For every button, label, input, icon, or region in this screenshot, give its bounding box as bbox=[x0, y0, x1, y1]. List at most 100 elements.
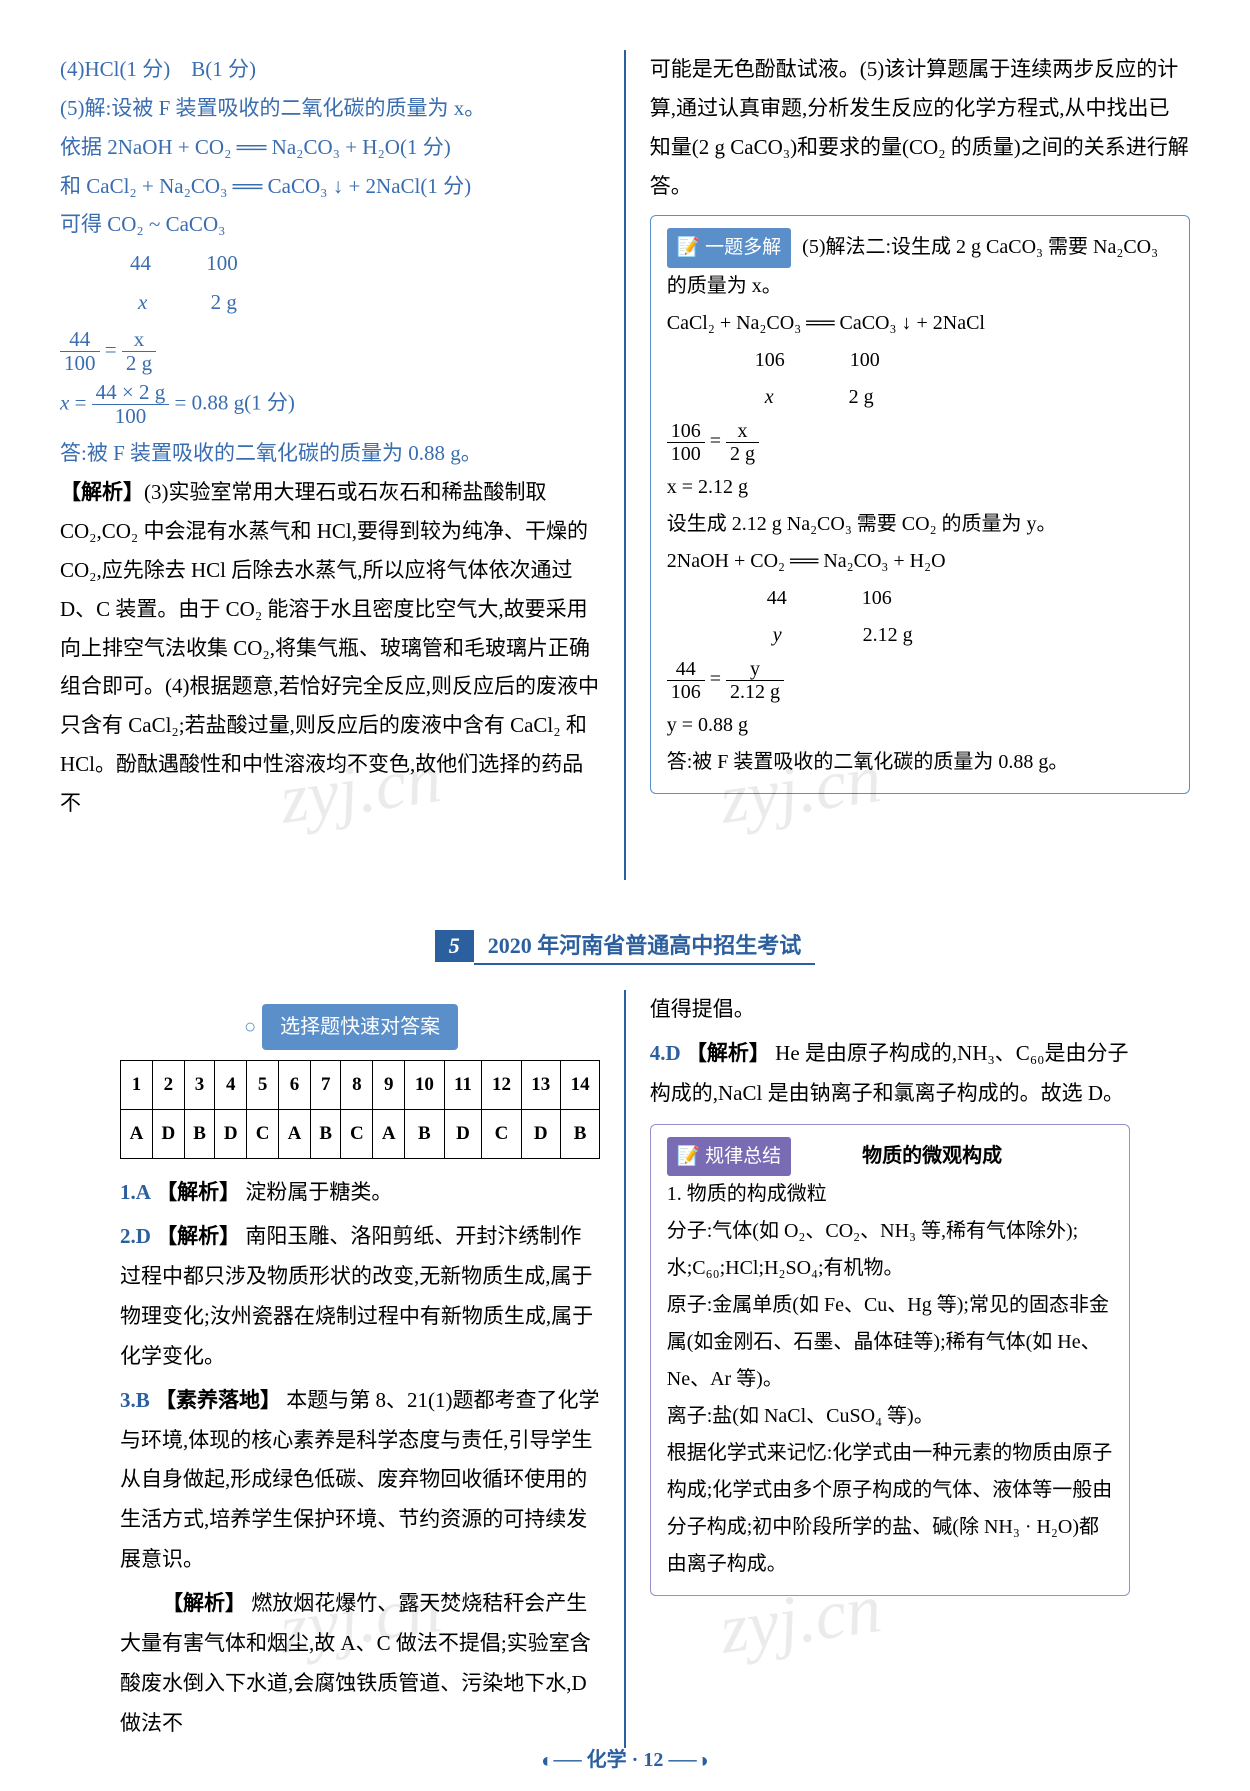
frac-num: y bbox=[726, 658, 784, 681]
table-cell-ans: B bbox=[560, 1110, 599, 1159]
table-cell-num: 12 bbox=[482, 1061, 521, 1110]
ratio-val: 2 g bbox=[211, 290, 237, 314]
lower-left-column: 选择题快速对答案 1234567891011121314 ADBDCABCABD… bbox=[120, 990, 600, 1748]
final-answer: 答:被 F 装置吸收的二氧化碳的质量为 0.88 g。 bbox=[60, 434, 600, 473]
section-number: 5 bbox=[435, 930, 474, 962]
box-line-1: 1. 物质的构成微粒 bbox=[667, 1176, 1113, 1213]
footer-deco-left: ◐── bbox=[541, 1750, 581, 1773]
ratio-val: x bbox=[765, 386, 774, 408]
ratio-val: 100 bbox=[206, 251, 238, 275]
analysis-label: 【解析】 bbox=[60, 480, 144, 504]
table-cell-ans: C bbox=[482, 1110, 521, 1159]
answer-line-4: (4)HCl(1 分) B(1 分) bbox=[60, 50, 600, 89]
table-cell-num: 11 bbox=[444, 1061, 482, 1110]
box-ratio-2: x 2 g bbox=[667, 379, 1173, 416]
table-cell-num: 7 bbox=[310, 1061, 340, 1110]
footer-text: 化学 · 12 bbox=[587, 1749, 664, 1771]
vertical-divider bbox=[624, 50, 626, 880]
section-banner: 52020 年河南省普通高中招生考试 bbox=[60, 925, 1190, 965]
ratio-val: 100 bbox=[850, 349, 880, 371]
table-cell-num: 5 bbox=[247, 1061, 279, 1110]
frac-den: 106 bbox=[667, 681, 705, 703]
frac-num: 44 × 2 g bbox=[92, 381, 170, 405]
answer-table: 1234567891011121314 ADBDCABCABDCDB bbox=[120, 1060, 600, 1159]
question-1: 1.A 【解析】 淀粉属于糖类。 bbox=[120, 1173, 600, 1213]
table-cell-num: 3 bbox=[184, 1061, 214, 1110]
q-tag: 【解析】 bbox=[162, 1591, 246, 1615]
section-title: 2020 年河南省普通高中招生考试 bbox=[474, 925, 816, 965]
q-text: 本题与第 8、21(1)题都考查了化学与环境,体现的核心素养是科学态度与责任,引… bbox=[120, 1388, 600, 1572]
rule-summary-box: 📝 规律总结 物质的微观构成 1. 物质的构成微粒 分子:气体(如 O₂、CO₂… bbox=[650, 1124, 1130, 1596]
box-tag: 📝 规律总结 bbox=[667, 1137, 791, 1176]
proportion-eq: 44100 = x2 g bbox=[60, 328, 600, 375]
box-header: 📝 规律总结 物质的微观构成 bbox=[667, 1137, 1113, 1176]
equation-2: 和 CaCl₂ + Na₂CO₃ ══ CaCO₃ ↓ + 2NaCl(1 分) bbox=[60, 167, 600, 206]
box-prop-1: 106100 = x2 g bbox=[667, 420, 1173, 465]
table-cell-num: 8 bbox=[341, 1061, 373, 1110]
table-row-ans: ADBDCABCABDCDB bbox=[121, 1110, 600, 1159]
calc-result: x = 44 × 2 g100 = 0.88 g(1 分) bbox=[60, 381, 600, 428]
equation-1: 依据 2NaOH + CO₂ ══ Na₂CO₃ + H₂O(1 分) bbox=[60, 128, 600, 167]
box-ratio-1: 106 100 bbox=[667, 342, 1173, 379]
intro-text: 可能是无色酚酞试液。(5)该计算题属于连续两步反应的计算,通过认真审题,分析发生… bbox=[650, 50, 1190, 205]
table-cell-ans: A bbox=[121, 1110, 153, 1159]
table-cell-num: 4 bbox=[215, 1061, 247, 1110]
ratio-val: 2 g bbox=[849, 386, 874, 408]
q-tag: 【解析】 bbox=[686, 1041, 770, 1065]
calc-result-text: = 0.88 g(1 分) bbox=[175, 391, 295, 415]
table-cell-ans: D bbox=[215, 1110, 247, 1159]
ratio-val: 106 bbox=[862, 587, 892, 609]
frac-den: 2 g bbox=[726, 443, 759, 465]
ratio-row-1: 44 100 bbox=[60, 244, 600, 283]
box-answer: 答:被 F 装置吸收的二氧化碳的质量为 0.88 g。 bbox=[667, 744, 1173, 781]
box-line-3: 原子:金属单质(如 Fe、Cu、Hg 等);常见的固态非金属(如金刚石、石墨、晶… bbox=[667, 1287, 1113, 1398]
analysis-text: (3)实验室常用大理石或石灰石和稀盐酸制取 CO₂,CO₂ 中会混有水蒸气和 H… bbox=[60, 480, 599, 815]
footer-deco-right: ──◑ bbox=[668, 1750, 708, 1773]
table-cell-ans: C bbox=[247, 1110, 279, 1159]
answer-banner-text: 选择题快速对答案 bbox=[262, 1004, 458, 1050]
table-cell-ans: D bbox=[444, 1110, 482, 1159]
ratio-val: 106 bbox=[755, 349, 785, 371]
table-cell-ans: B bbox=[184, 1110, 214, 1159]
table-row-nums: 1234567891011121314 bbox=[121, 1061, 600, 1110]
question-2: 2.D 【解析】 南阳玉雕、洛阳剪纸、开封汴绣制作过程中都只涉及物质形状的改变,… bbox=[120, 1217, 600, 1377]
q-num: 2. bbox=[120, 1224, 136, 1248]
table-cell-ans: C bbox=[341, 1110, 373, 1159]
box-line-4: 离子:盐(如 NaCl、CuSO₄ 等)。 bbox=[667, 1398, 1113, 1435]
table-cell-ans: B bbox=[405, 1110, 444, 1159]
table-cell-num: 10 bbox=[405, 1061, 444, 1110]
box-result-2: y = 0.88 g bbox=[667, 707, 1173, 744]
table-cell-num: 13 bbox=[521, 1061, 560, 1110]
frac-den: 2 g bbox=[122, 352, 156, 375]
frac-num: 44 bbox=[60, 328, 100, 352]
table-cell-ans: D bbox=[152, 1110, 184, 1159]
table-cell-ans: B bbox=[310, 1110, 340, 1159]
box-eq-1: CaCl₂ + Na₂CO₃ ══ CaCO₃ ↓ + 2NaCl bbox=[667, 305, 1173, 342]
q-num: 4. bbox=[650, 1041, 666, 1065]
q-num: 3. bbox=[120, 1388, 136, 1412]
table-cell-num: 6 bbox=[279, 1061, 311, 1110]
multi-solution-box: 📝 一题多解 (5)解法二:设生成 2 g CaCO₃ 需要 Na₂CO₃ 的质… bbox=[650, 215, 1190, 793]
table-cell-ans: A bbox=[373, 1110, 405, 1159]
frac-num: 106 bbox=[667, 420, 705, 443]
frac-num: 44 bbox=[667, 658, 705, 681]
ratio-val: y bbox=[773, 624, 782, 646]
box-ratio-4: y 2.12 g bbox=[667, 617, 1173, 654]
upper-right-column: 可能是无色酚酞试液。(5)该计算题属于连续两步反应的计算,通过认真审题,分析发生… bbox=[650, 50, 1190, 880]
box-line-2: 设生成 2.12 g Na₂CO₃ 需要 CO₂ 的质量为 y。 bbox=[667, 506, 1173, 543]
upper-left-column: (4)HCl(1 分) B(1 分) (5)解:设被 F 装置吸收的二氧化碳的质… bbox=[60, 50, 600, 880]
q-num: 1. bbox=[120, 1180, 136, 1204]
ratio-val: 2.12 g bbox=[863, 624, 913, 646]
frac-den: 2.12 g bbox=[726, 681, 784, 703]
frac-den: 100 bbox=[60, 352, 100, 375]
q-text: 淀粉属于糖类。 bbox=[245, 1180, 392, 1204]
table-cell-num: 9 bbox=[373, 1061, 405, 1110]
page-content: (4)HCl(1 分) B(1 分) (5)解:设被 F 装置吸收的二氧化碳的质… bbox=[60, 50, 1190, 880]
box-prop-2: 44106 = y2.12 g bbox=[667, 658, 1173, 703]
box-line-2: 分子:气体(如 O₂、CO₂、NH₃ 等,稀有气体除外);水;C₆₀;HCl;H… bbox=[667, 1213, 1113, 1287]
frac-den: 100 bbox=[92, 405, 170, 428]
box-header: 📝 一题多解 (5)解法二:设生成 2 g CaCO₃ 需要 Na₂CO₃ 的质… bbox=[667, 228, 1173, 304]
frac-den: 100 bbox=[667, 443, 705, 465]
box-eq-2: 2NaOH + CO₂ ══ Na₂CO₃ + H₂O bbox=[667, 543, 1173, 580]
lower-section: 选择题快速对答案 1234567891011121314 ADBDCABCABD… bbox=[120, 990, 1130, 1748]
